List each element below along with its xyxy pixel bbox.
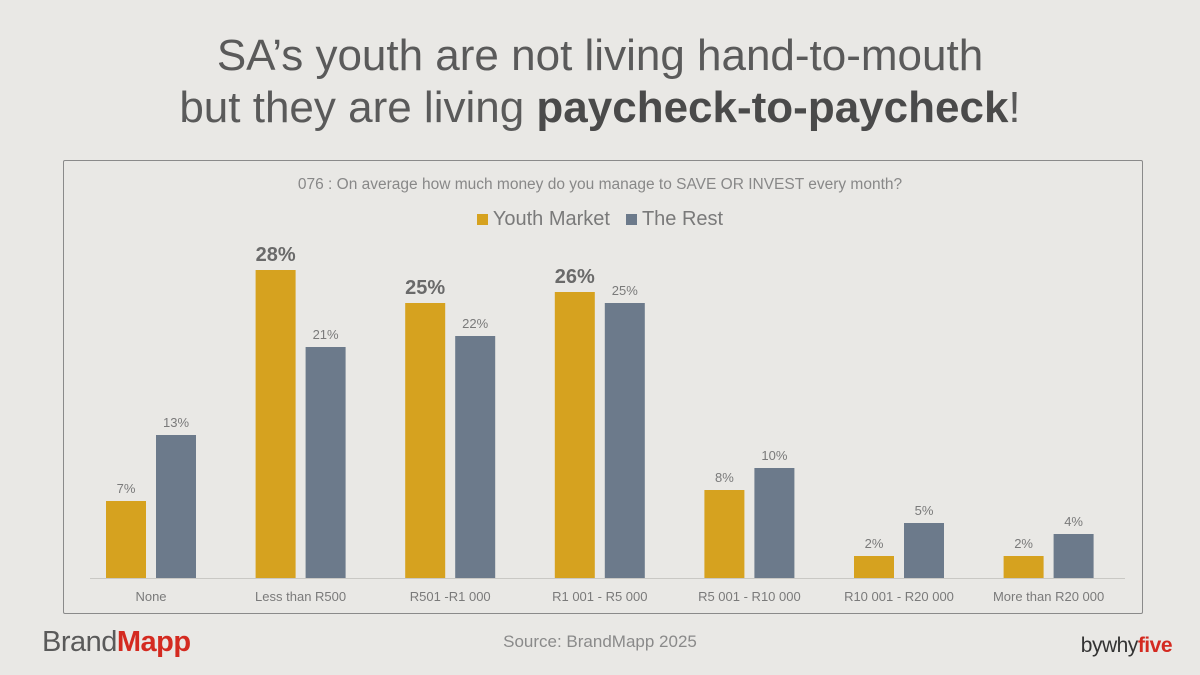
bar-rest-0 <box>156 435 196 578</box>
bar-youth-3 <box>554 292 595 578</box>
x-tick-label-0: None <box>135 589 166 604</box>
legend-label-youth: Youth Market <box>492 208 610 230</box>
headline-line-2: but they are living paycheck-to-paycheck… <box>0 82 1200 134</box>
legend-swatch-rest <box>625 214 637 225</box>
headline-line-2-suffix: ! <box>1008 83 1021 132</box>
headline: SA’s youth are not living hand-to-mouth … <box>0 30 1200 134</box>
bar-youth-4 <box>704 490 745 578</box>
bar-youth-5 <box>854 556 894 578</box>
x-tick-label-5: R10 001 - R20 000 <box>844 589 954 604</box>
bar-rest-5 <box>904 523 944 578</box>
legend-item-rest: The Rest <box>625 208 724 231</box>
bar-youth-0 <box>106 501 146 578</box>
bar-rest-4 <box>754 468 795 578</box>
data-label-rest-6: 4% <box>1064 514 1083 529</box>
bar-rest-2 <box>455 336 496 578</box>
data-label-youth-3: 26% <box>555 266 595 288</box>
bar-rest-6 <box>1053 534 1094 578</box>
bar-youth-1 <box>255 270 296 578</box>
brand-logo-left: Brand <box>42 626 117 658</box>
source-note: Source: BrandMapp 2025 <box>503 632 697 651</box>
x-tick-label-2: R501 -R1 000 <box>410 589 491 604</box>
data-label-youth-5: 2% <box>865 536 884 551</box>
legend-swatch-youth <box>476 214 488 225</box>
headline-emphasis: paycheck-to-paycheck <box>536 83 1009 132</box>
data-label-youth-0: 7% <box>117 481 136 496</box>
headline-line-2-prefix: but they are living <box>179 83 537 132</box>
legend-item-youth: Youth Market <box>476 208 610 231</box>
credit-prefix: bywhy <box>1080 634 1139 657</box>
bar-youth-2 <box>405 303 446 578</box>
data-label-rest-4: 10% <box>761 448 787 463</box>
data-label-youth-6: 2% <box>1014 536 1033 551</box>
bar-rest-3 <box>604 303 645 578</box>
credit-strong: five <box>1137 634 1173 657</box>
brand-logo-right: Mapp <box>116 626 191 658</box>
x-tick-label-1: Less than R500 <box>255 589 346 604</box>
x-tick-label-4: R5 001 - R10 000 <box>698 589 801 604</box>
data-label-rest-5: 5% <box>915 503 934 518</box>
chart-title: 076 : On average how much money do you m… <box>297 176 903 193</box>
data-label-youth-1: 28% <box>256 244 296 266</box>
x-tick-label-3: R1 001 - R5 000 <box>552 589 647 604</box>
whyfive-logo: bywhyfive <box>1080 634 1173 658</box>
data-label-rest-3: 25% <box>612 283 638 298</box>
data-label-youth-4: 8% <box>715 470 734 485</box>
data-label-rest-1: 21% <box>313 327 339 342</box>
bar-rest-1 <box>305 347 346 578</box>
data-label-rest-2: 22% <box>462 316 488 331</box>
data-label-youth-2: 25% <box>405 277 445 299</box>
data-label-rest-0: 13% <box>163 415 189 430</box>
bar-youth-6 <box>1003 556 1044 578</box>
brandmapp-logo: BrandMapp <box>42 626 191 659</box>
headline-line-1: SA’s youth are not living hand-to-mouth <box>216 31 984 80</box>
legend-label-rest: The Rest <box>641 208 724 230</box>
x-tick-label-6: More than R20 000 <box>993 589 1104 604</box>
chart-frame <box>63 160 1143 614</box>
chart-legend: Youth Market The Rest <box>0 208 1200 231</box>
